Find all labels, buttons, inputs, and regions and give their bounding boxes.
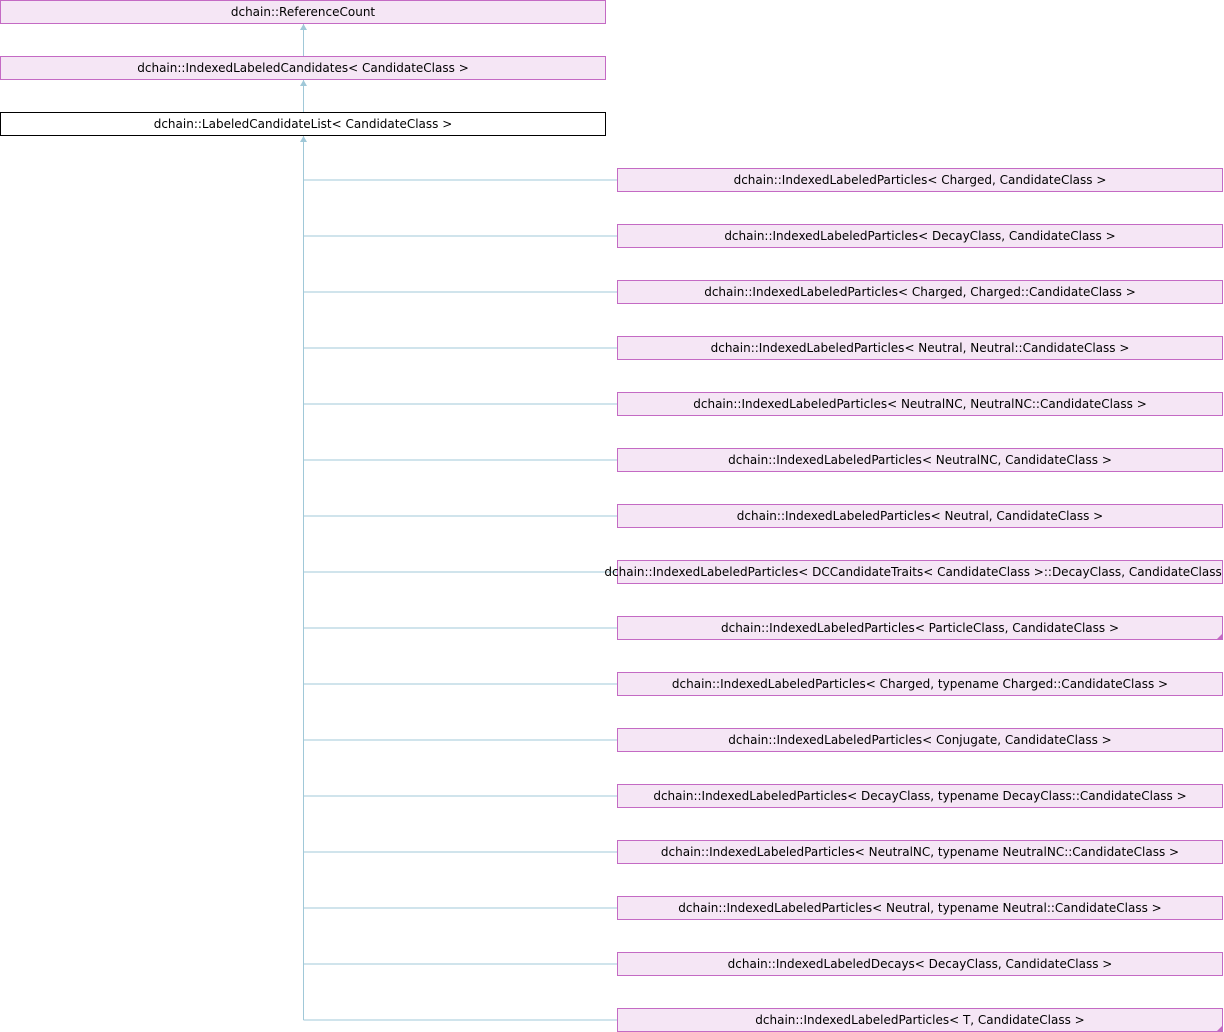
derived-class-node[interactable]: dchain::IndexedLabeledParticles< Charged… [617,672,1223,696]
derived-class-node[interactable]: dchain::IndexedLabeledParticles< DecayCl… [617,224,1223,248]
current-class-node: dchain::LabeledCandidateList< CandidateC… [0,112,606,136]
derived-class-node[interactable]: dchain::IndexedLabeledParticles< Charged… [617,168,1223,192]
node-label: dchain::IndexedLabeledParticles< T, Cand… [755,1013,1084,1027]
inheritance-arrowhead [300,136,307,142]
derived-class-node[interactable]: dchain::IndexedLabeledParticles< Particl… [617,616,1223,640]
node-label: dchain::IndexedLabeledParticles< Charged… [734,173,1107,187]
derived-class-nodes: dchain::IndexedLabeledParticles< Charged… [604,168,1224,1032]
node-label: dchain::IndexedLabeledParticles< Neutral… [711,341,1130,355]
node-label: dchain::IndexedLabeledParticles< Neutral… [678,901,1161,915]
derived-class-node[interactable]: dchain::IndexedLabeledParticles< Neutral… [617,840,1223,864]
derived-class-node[interactable]: dchain::IndexedLabeledParticles< DCCandi… [604,560,1224,584]
derived-class-node[interactable]: dchain::IndexedLabeledParticles< Neutral… [617,336,1223,360]
node-label: dchain::IndexedLabeledCandidates< Candid… [137,61,469,75]
node-label: dchain::IndexedLabeledParticles< Charged… [704,285,1136,299]
node-label: dchain::IndexedLabeledParticles< DCCandi… [604,565,1224,579]
node-label: dchain::IndexedLabeledParticles< Neutral… [661,845,1179,859]
node-label: dchain::IndexedLabeledParticles< Neutral… [693,397,1147,411]
ancestor-node-indexed-labeled-candidates[interactable]: dchain::IndexedLabeledCandidates< Candid… [0,56,606,80]
node-label: dchain::ReferenceCount [231,5,376,19]
node-label: dchain::IndexedLabeledParticles< Neutral… [728,453,1112,467]
node-label: dchain::LabeledCandidateList< CandidateC… [154,117,453,131]
derived-class-node[interactable]: dchain::IndexedLabeledParticles< DecayCl… [617,784,1223,808]
node-label: dchain::IndexedLabeledParticles< Neutral… [737,509,1103,523]
ancestor-node-reference-count[interactable]: dchain::ReferenceCount [0,0,606,24]
derived-class-node[interactable]: dchain::IndexedLabeledParticles< Neutral… [617,504,1223,528]
node-label: dchain::IndexedLabeledParticles< Particl… [721,621,1119,635]
inheritance-arrowhead [300,24,307,30]
inheritance-arrowhead [300,80,307,86]
derived-class-node[interactable]: dchain::IndexedLabeledParticles< Conjuga… [617,728,1223,752]
inheritance-edges [300,24,618,1021]
derived-class-node[interactable]: dchain::IndexedLabeledDecays< DecayClass… [617,952,1223,976]
derived-class-node[interactable]: dchain::IndexedLabeledParticles< Charged… [617,280,1223,304]
derived-class-node[interactable]: dchain::IndexedLabeledParticles< Neutral… [617,392,1223,416]
more-subclasses-marker [1216,1025,1223,1032]
derived-class-node[interactable]: dchain::IndexedLabeledParticles< Neutral… [617,448,1223,472]
node-label: dchain::IndexedLabeledDecays< DecayClass… [728,957,1113,971]
node-label: dchain::IndexedLabeledParticles< Charged… [672,677,1168,691]
derived-class-node[interactable]: dchain::IndexedLabeledParticles< T, Cand… [617,1008,1223,1032]
node-label: dchain::IndexedLabeledParticles< DecayCl… [724,229,1115,243]
more-subclasses-marker [1216,633,1223,640]
derived-class-node[interactable]: dchain::IndexedLabeledParticles< Neutral… [617,896,1223,920]
node-label: dchain::IndexedLabeledParticles< Conjuga… [728,733,1111,747]
node-label: dchain::IndexedLabeledParticles< DecayCl… [653,789,1186,803]
